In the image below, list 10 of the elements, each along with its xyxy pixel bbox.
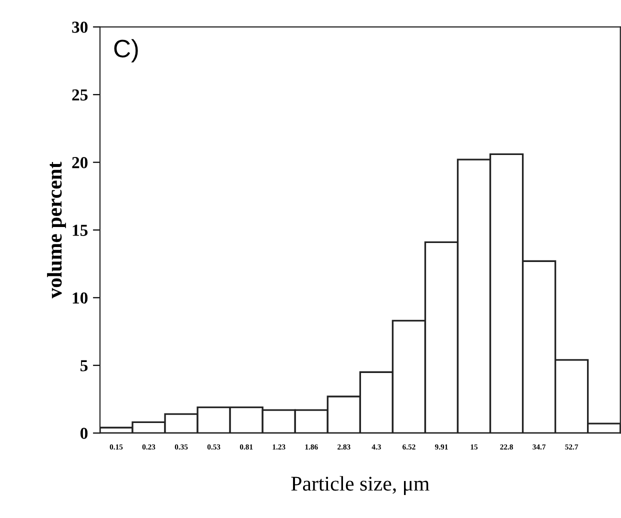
y-axis-title: volume percent [47,162,66,298]
y-tick-label: 5 [80,360,88,372]
y-tick-label: 20 [72,157,88,168]
x-axis-title: Particle size, μm [291,476,430,495]
y-tick-label: 30 [72,22,88,33]
y-tick-label: 25 [72,89,88,101]
annotation: C) [114,39,138,62]
y-tick-label: 15 [72,224,88,236]
y-tick-label: 0 [80,428,88,439]
y-tick-label: 10 [72,292,88,304]
